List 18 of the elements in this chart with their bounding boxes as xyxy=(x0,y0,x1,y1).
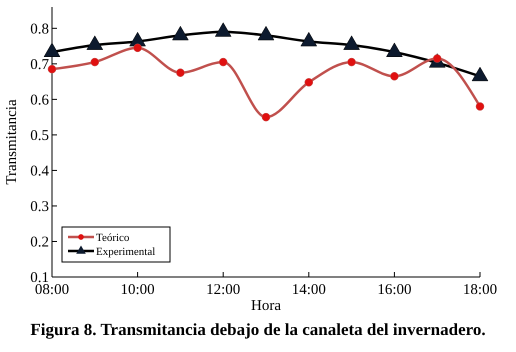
y-tick-label: 0.5 xyxy=(30,128,49,144)
y-tick-label: 0.7 xyxy=(30,56,50,73)
x-tick-label: 08:00 xyxy=(34,282,70,298)
text: Figura 8. Transmitancia debajo de la canaleta del invernadero. xyxy=(30,320,486,339)
y-tick-label: 0.2 xyxy=(30,234,49,250)
x-tick-label: 12:00 xyxy=(206,282,240,298)
legend-label: Teórico xyxy=(96,232,130,244)
x-tick-label: 10:00 xyxy=(120,282,155,298)
x-tick-label: 14:00 xyxy=(292,282,326,298)
y-axis-title: Transmitancia xyxy=(4,99,20,185)
y-tick-label: 0.8 xyxy=(30,21,49,38)
y-tick-label: 0.6 xyxy=(30,92,50,108)
y-tick-label: 0.4 xyxy=(30,163,50,180)
y-tick-label: 0.3 xyxy=(30,198,49,215)
x-tick-label: 16:00 xyxy=(377,282,412,298)
legend-label: Experimental xyxy=(96,246,156,258)
x-axis-title: Hora xyxy=(251,298,282,314)
x-tick-label: 18:00 xyxy=(462,282,498,298)
